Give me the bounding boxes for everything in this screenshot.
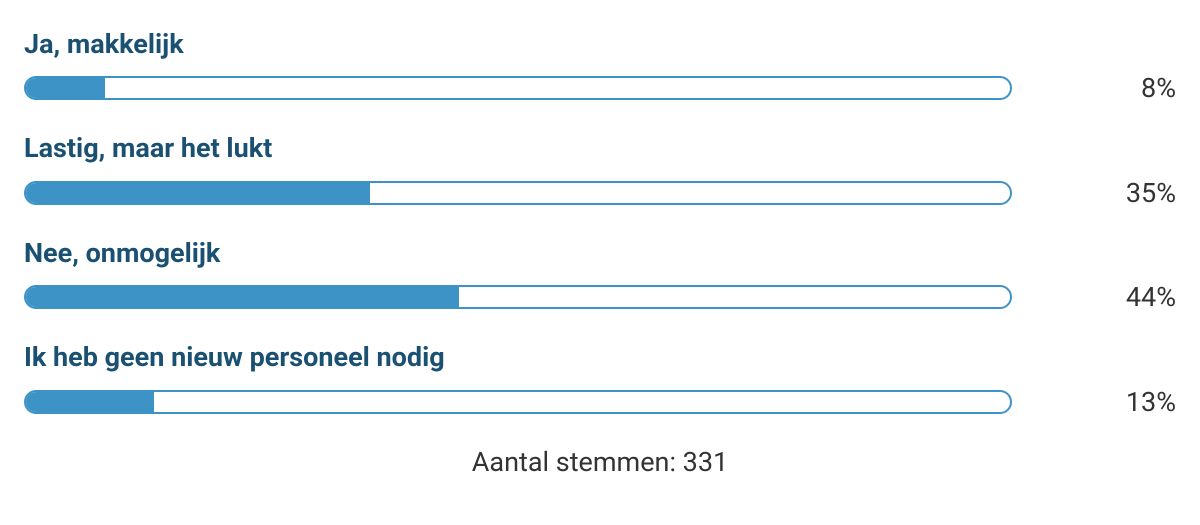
poll-bar-fill (26, 392, 154, 412)
poll-footer: Aantal stemmen: 331 (24, 446, 1176, 478)
poll-row: Ja, makkelijk 8% (24, 28, 1176, 104)
poll-bar-track (24, 181, 1012, 205)
poll-bar-line: 35% (24, 177, 1176, 209)
poll-option-label: Ik heb geen nieuw personeel nodig (24, 341, 1176, 373)
poll-option-label: Ja, makkelijk (24, 28, 1176, 60)
poll-bar-line: 8% (24, 72, 1176, 104)
poll-row: Ik heb geen nieuw personeel nodig 13% (24, 341, 1176, 417)
poll-percent-label: 35% (1048, 177, 1176, 209)
poll-bar-line: 44% (24, 281, 1176, 313)
poll-row: Nee, onmogelijk 44% (24, 237, 1176, 313)
poll-bar-line: 13% (24, 386, 1176, 418)
poll-option-label: Nee, onmogelijk (24, 237, 1176, 269)
poll-percent-label: 44% (1048, 281, 1176, 313)
poll-bar-track (24, 76, 1012, 100)
poll-bar-fill (26, 78, 105, 98)
poll-bar-fill (26, 287, 459, 307)
poll-results: Ja, makkelijk 8% Lastig, maar het lukt 3… (24, 28, 1176, 478)
poll-option-label: Lastig, maar het lukt (24, 132, 1176, 164)
poll-bar-fill (26, 183, 370, 203)
poll-percent-label: 8% (1048, 72, 1176, 104)
poll-row: Lastig, maar het lukt 35% (24, 132, 1176, 208)
poll-bar-track (24, 285, 1012, 309)
poll-percent-label: 13% (1048, 386, 1176, 418)
poll-bar-track (24, 390, 1012, 414)
